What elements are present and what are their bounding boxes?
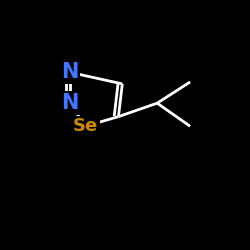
Text: N: N	[61, 62, 79, 82]
Text: Se: Se	[73, 117, 98, 135]
Text: N: N	[61, 93, 79, 113]
